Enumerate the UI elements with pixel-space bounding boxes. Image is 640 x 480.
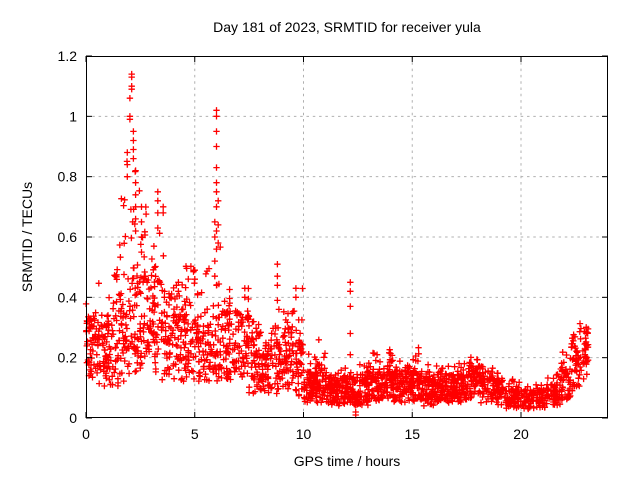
x-tick-label: 5 [191,426,199,442]
x-tick-label: 0 [82,426,90,442]
x-tick-label: 15 [404,426,420,442]
y-tick-label: 0.4 [58,289,78,305]
scatter-points [82,70,592,419]
chart-title: Day 181 of 2023, SRMTID for receiver yul… [213,19,481,35]
y-tick-label: 0.8 [58,169,78,185]
y-tick-label: 1 [69,108,77,124]
y-tick-label: 0.6 [58,229,78,245]
x-tick-label: 10 [296,426,312,442]
x-tick-label: 20 [513,426,529,442]
y-tick-label: 1.2 [58,48,78,64]
y-tick-label: 0 [69,410,77,426]
x-axis-label: GPS time / hours [293,453,401,469]
y-tick-label: 0.2 [58,350,78,366]
